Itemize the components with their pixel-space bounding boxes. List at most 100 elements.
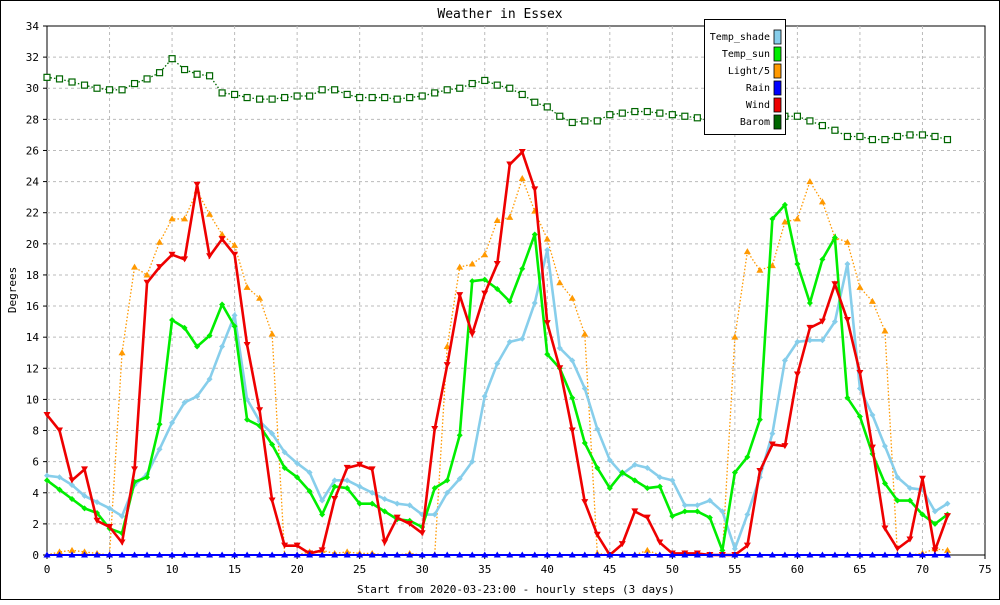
data-point (68, 546, 76, 553)
data-point (919, 511, 926, 518)
x-tick-label: 5 (106, 563, 113, 576)
data-point (568, 118, 576, 127)
legend-swatch-light-5 (773, 63, 782, 79)
data-point (406, 520, 414, 527)
data-point (468, 79, 476, 88)
data-point (894, 474, 901, 481)
data-point (243, 283, 251, 290)
data-point (206, 332, 213, 339)
data-point (831, 551, 839, 558)
data-point (319, 497, 326, 504)
data-point (294, 460, 301, 467)
data-point (893, 551, 901, 558)
data-point (618, 551, 626, 558)
data-point (606, 551, 614, 558)
data-point (581, 551, 589, 558)
data-point (793, 112, 802, 120)
data-point (944, 500, 951, 507)
data-point (231, 551, 239, 558)
data-point (281, 93, 289, 102)
data-point (169, 317, 176, 324)
data-point (431, 425, 439, 432)
x-tick-label: 0 (44, 563, 51, 576)
data-point (481, 76, 489, 85)
data-point (943, 135, 952, 144)
data-point (856, 413, 863, 420)
data-point (219, 343, 226, 350)
data-point (231, 323, 238, 330)
y-tick-label: 22 (26, 207, 39, 220)
x-tick-label: 55 (728, 563, 741, 576)
y-tick-label: 26 (26, 144, 39, 157)
data-point (681, 508, 688, 515)
data-point (568, 294, 576, 301)
axes: 0 5 10 15 20 25 30 35 40 45 50 55 60 65 70 750246810121… (26, 20, 992, 576)
data-point (519, 335, 526, 342)
data-point (68, 78, 76, 86)
data-point (569, 357, 576, 364)
x-tick-label: 75 (978, 563, 991, 576)
data-point (181, 551, 189, 558)
data-point (418, 92, 426, 100)
data-point (768, 551, 776, 558)
data-point (181, 324, 188, 331)
data-point (543, 551, 551, 558)
x-tick-label: 15 (228, 563, 241, 576)
data-point (269, 430, 276, 437)
data-point (206, 376, 213, 383)
data-point (68, 551, 76, 558)
data-point (594, 464, 601, 471)
data-point (906, 497, 913, 504)
data-point (893, 132, 902, 141)
data-point (656, 474, 663, 481)
data-point (819, 337, 826, 344)
data-point (356, 461, 364, 468)
data-point (443, 343, 451, 350)
data-point (819, 256, 826, 263)
data-point (881, 551, 889, 558)
y-tick-label: 4 (32, 487, 39, 500)
data-point (80, 81, 89, 89)
data-point (756, 266, 764, 273)
data-point (868, 297, 876, 304)
data-point (293, 92, 301, 100)
data-point (656, 109, 664, 117)
data-point (281, 542, 289, 549)
data-point (856, 132, 864, 141)
data-point (456, 84, 464, 92)
data-point (356, 551, 364, 558)
data-point (268, 497, 276, 504)
data-point (218, 230, 226, 237)
data-point (806, 324, 814, 331)
data-point (331, 495, 339, 502)
data-point (469, 278, 476, 285)
data-point (844, 261, 851, 268)
data-point (806, 117, 814, 125)
data-point (618, 109, 626, 117)
data-point (719, 508, 726, 515)
data-point (906, 485, 913, 492)
x-tick-label: 40 (541, 563, 554, 576)
data-point (718, 551, 726, 558)
data-point (106, 551, 114, 558)
data-point (406, 93, 414, 102)
data-point (269, 441, 276, 448)
data-point (581, 385, 588, 392)
data-point (531, 186, 539, 193)
data-point (631, 508, 639, 515)
data-point (506, 551, 514, 558)
y-tick-label: 12 (26, 362, 39, 375)
data-point (293, 542, 301, 549)
data-point (856, 369, 864, 376)
data-point (344, 485, 351, 492)
data-point (356, 500, 363, 507)
data-point (344, 477, 351, 484)
legend-swatch-wind (773, 97, 782, 113)
data-point (494, 360, 501, 367)
data-point (806, 299, 813, 306)
data-point (193, 551, 201, 558)
data-point (106, 505, 113, 512)
data-point (144, 474, 151, 481)
data-point (706, 551, 714, 558)
